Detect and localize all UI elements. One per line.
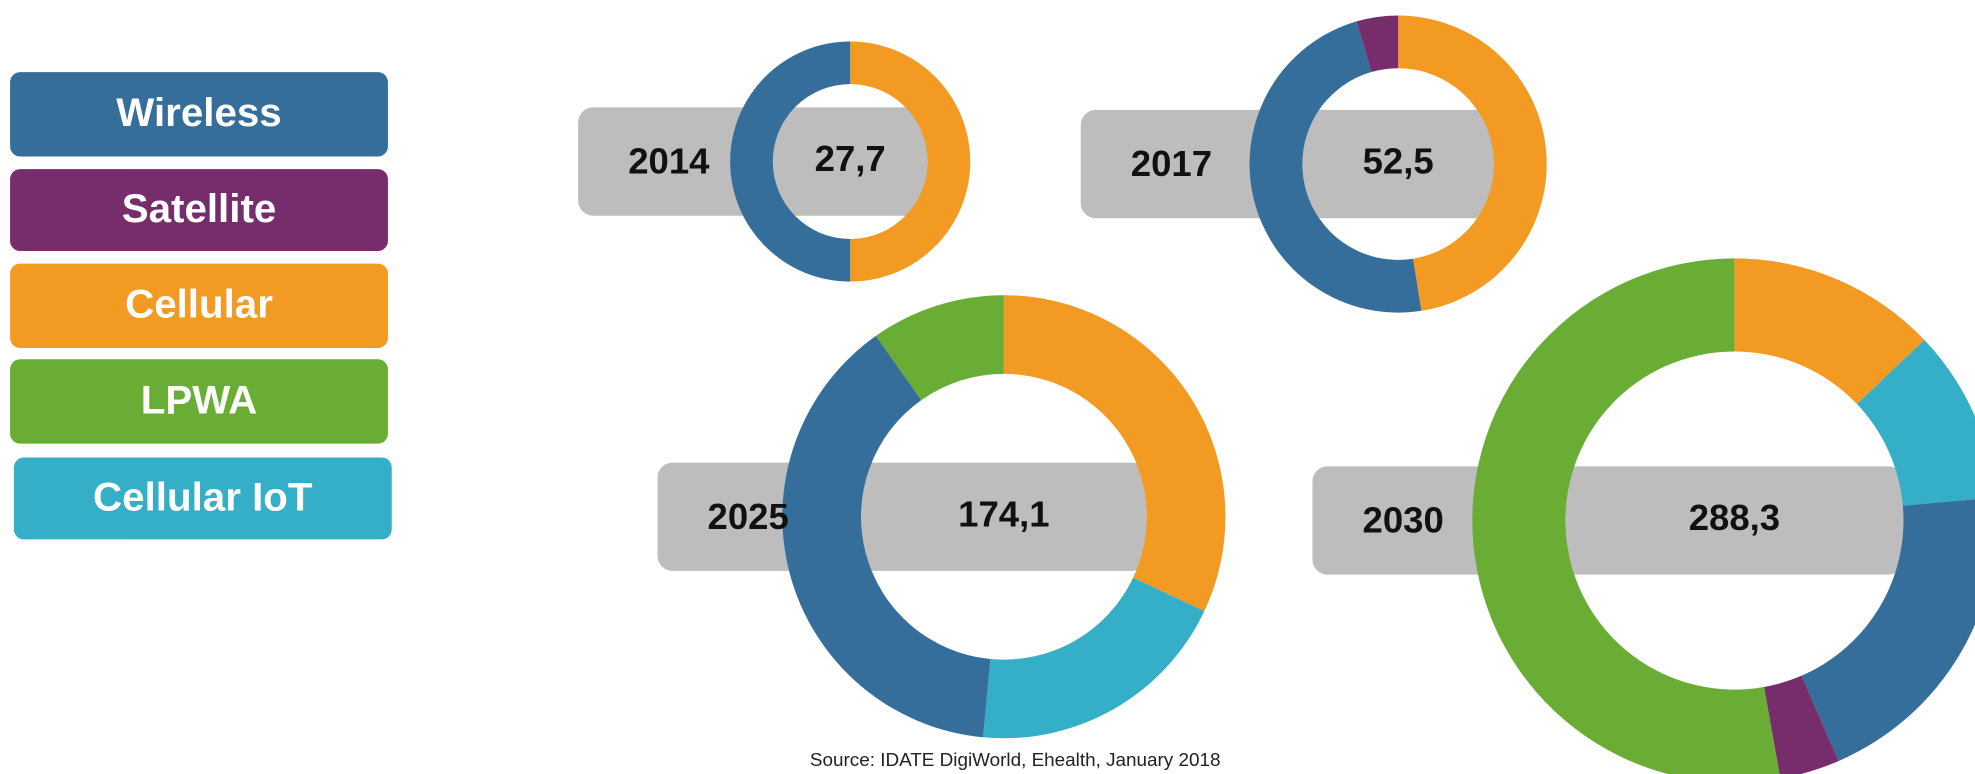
label-panel bbox=[657, 462, 1147, 571]
year-label: 2030 bbox=[1363, 500, 1444, 541]
year-label: 2017 bbox=[1131, 143, 1212, 184]
year-label: 2025 bbox=[708, 496, 789, 537]
total-label: 174,1 bbox=[958, 493, 1049, 534]
donut-segment bbox=[782, 335, 991, 738]
legend-label: LPWA bbox=[141, 377, 257, 422]
legend-label: Cellular IoT bbox=[93, 474, 313, 519]
donut-segment bbox=[730, 41, 851, 282]
legend-label: Wireless bbox=[116, 90, 281, 135]
legend-swatch bbox=[10, 359, 388, 444]
donut-segment bbox=[1003, 295, 1226, 612]
donut-segment bbox=[875, 295, 1004, 401]
donut-segment bbox=[1356, 15, 1399, 73]
donut-segment bbox=[1472, 258, 1780, 774]
year-label: 2014 bbox=[628, 141, 710, 182]
total-label: 52,5 bbox=[1363, 141, 1434, 182]
legend-swatch bbox=[13, 457, 392, 540]
total-label: 27,7 bbox=[815, 138, 886, 179]
legend-label: Satellite bbox=[122, 186, 277, 231]
donut-segment bbox=[983, 577, 1205, 739]
donut-segment bbox=[1856, 339, 1975, 506]
legend-swatch bbox=[10, 72, 388, 157]
legend-swatch bbox=[10, 169, 388, 251]
label-panel bbox=[1312, 466, 1904, 575]
donut-segment bbox=[850, 41, 971, 282]
source-note: Source: IDATE DigiWorld, Ehealth, Januar… bbox=[810, 750, 1221, 771]
legend-swatch bbox=[10, 263, 388, 348]
donut-segment bbox=[1249, 21, 1422, 313]
legend-label: Cellular bbox=[125, 282, 273, 327]
donut-segment bbox=[1764, 675, 1839, 774]
donut-segment bbox=[1734, 258, 1925, 405]
total-label: 288,3 bbox=[1689, 497, 1780, 538]
donut-segment bbox=[1398, 15, 1547, 311]
donut-segment bbox=[1801, 499, 1975, 762]
